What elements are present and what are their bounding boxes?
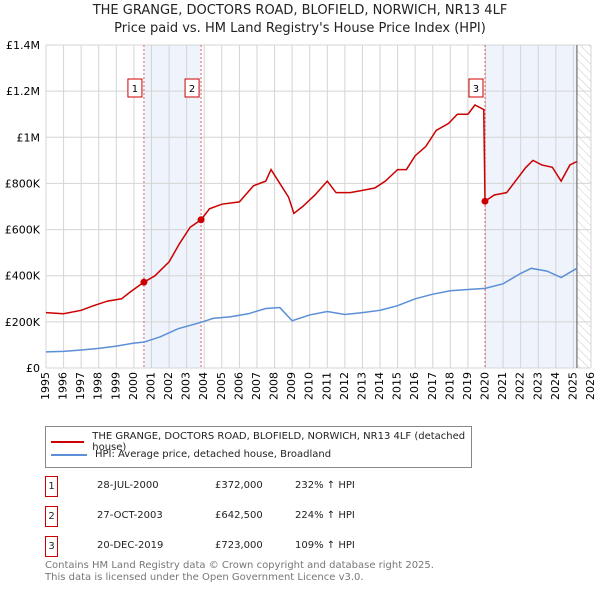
sale-badge-label: 2	[189, 84, 195, 95]
x-tick-label: 2012	[338, 372, 351, 400]
sale-row-badge: 1	[45, 476, 58, 497]
sale-row-badge: 2	[45, 506, 58, 527]
sale-badge	[127, 78, 143, 98]
x-tick-label: 2013	[355, 372, 368, 400]
footer: Contains HM Land Registry data © Crown c…	[45, 560, 434, 584]
x-tick-label: 2026	[584, 372, 597, 400]
x-tick-label: 2007	[250, 372, 263, 400]
series-line	[45, 104, 578, 315]
x-tick-label: 2016	[408, 372, 421, 400]
y-tick-label: £1M	[17, 131, 41, 144]
x-tick-label: 2005	[215, 372, 228, 400]
sale-date: 27-OCT-2003	[97, 510, 163, 521]
x-tick-label: 2010	[303, 372, 316, 400]
x-tick-label: 2019	[461, 372, 474, 400]
footer-licence: This data is licensed under the Open Gov…	[45, 572, 364, 583]
shaded-range	[484, 45, 577, 368]
sale-badge-label: 1	[132, 84, 138, 95]
y-tick-label: £600K	[5, 224, 41, 237]
x-tick-label: 1995	[39, 372, 52, 400]
sale-hpi-change: 224% ↑ HPI	[295, 510, 355, 521]
x-tick-label: 2002	[162, 372, 175, 400]
x-tick-label: 2022	[514, 372, 527, 400]
forecast-hatch	[576, 45, 591, 368]
x-tick-label: 2020	[479, 372, 492, 400]
x-tick-label: 2025	[566, 372, 579, 400]
x-tick-label: 2024	[549, 372, 562, 400]
x-tick-label: 2018	[443, 372, 456, 400]
x-tick-label: 1999	[109, 372, 122, 400]
sale-price: £642,500	[215, 510, 263, 521]
sale-point	[481, 197, 489, 205]
x-tick-label: 2000	[127, 372, 140, 400]
legend-swatch-property	[51, 441, 85, 443]
chart-title: THE GRANGE, DOCTORS ROAD, BLOFIELD, NORW…	[92, 3, 508, 18]
footer-copyright: Contains HM Land Registry data © Crown c…	[45, 560, 434, 571]
x-tick-label: 2011	[320, 372, 333, 400]
sale-hpi-change: 109% ↑ HPI	[295, 540, 355, 551]
sale-point	[197, 216, 205, 224]
series-line	[45, 267, 578, 353]
legend-label-property: THE GRANGE, DOCTORS ROAD, BLOFIELD, NORW…	[92, 431, 466, 453]
x-tick-label: 2009	[285, 372, 298, 400]
x-tick-label: 1998	[92, 372, 105, 400]
x-tick-label: 2003	[180, 372, 193, 400]
x-tick-label: 2004	[197, 372, 210, 400]
x-tick-label: 1997	[74, 372, 87, 400]
sale-date: 20-DEC-2019	[97, 540, 164, 551]
y-tick-label: £200K	[5, 316, 41, 329]
price-chart: 1995 1996 1997 1998 1999 2000 2001 2002 2003 2004…	[5, 39, 597, 400]
x-tick-label: 2023	[531, 372, 544, 400]
y-tick-label: £1.4M	[6, 39, 40, 52]
y-tick-label: £1.2M	[6, 85, 40, 98]
x-tick-label: 2015	[391, 372, 404, 400]
x-tick-label: 2008	[268, 372, 281, 400]
sale-price: £723,000	[215, 540, 263, 551]
y-tick-label: £800K	[5, 177, 41, 190]
sale-badge-label: 3	[473, 84, 479, 95]
x-tick-label: 2017	[426, 372, 439, 400]
x-tick-label: 2001	[144, 372, 157, 400]
legend-swatch-hpi	[51, 453, 87, 456]
sale-point	[140, 278, 148, 286]
shaded-range	[143, 45, 202, 368]
sale-row-badge: 3	[45, 536, 58, 557]
sale-date: 28-JUL-2000	[97, 480, 159, 491]
y-tick-label: £0	[26, 362, 40, 375]
y-tick-label: £400K	[5, 270, 41, 283]
sale-hpi-change: 232% ↑ HPI	[295, 480, 355, 491]
sale-price: £372,000	[215, 480, 263, 491]
x-tick-label: 2021	[496, 372, 509, 400]
sale-badge	[468, 78, 484, 98]
legend-label-hpi: HPI: Average price, detached house, Broa…	[95, 449, 332, 460]
chart-subtitle: Price paid vs. HM Land Registry's House …	[114, 21, 486, 36]
x-tick-label: 2014	[373, 372, 386, 400]
legend: THE GRANGE, DOCTORS ROAD, BLOFIELD, NORW…	[45, 426, 472, 468]
x-tick-label: 1996	[57, 372, 70, 400]
x-tick-label: 2006	[232, 372, 245, 400]
sale-badge	[184, 78, 200, 98]
